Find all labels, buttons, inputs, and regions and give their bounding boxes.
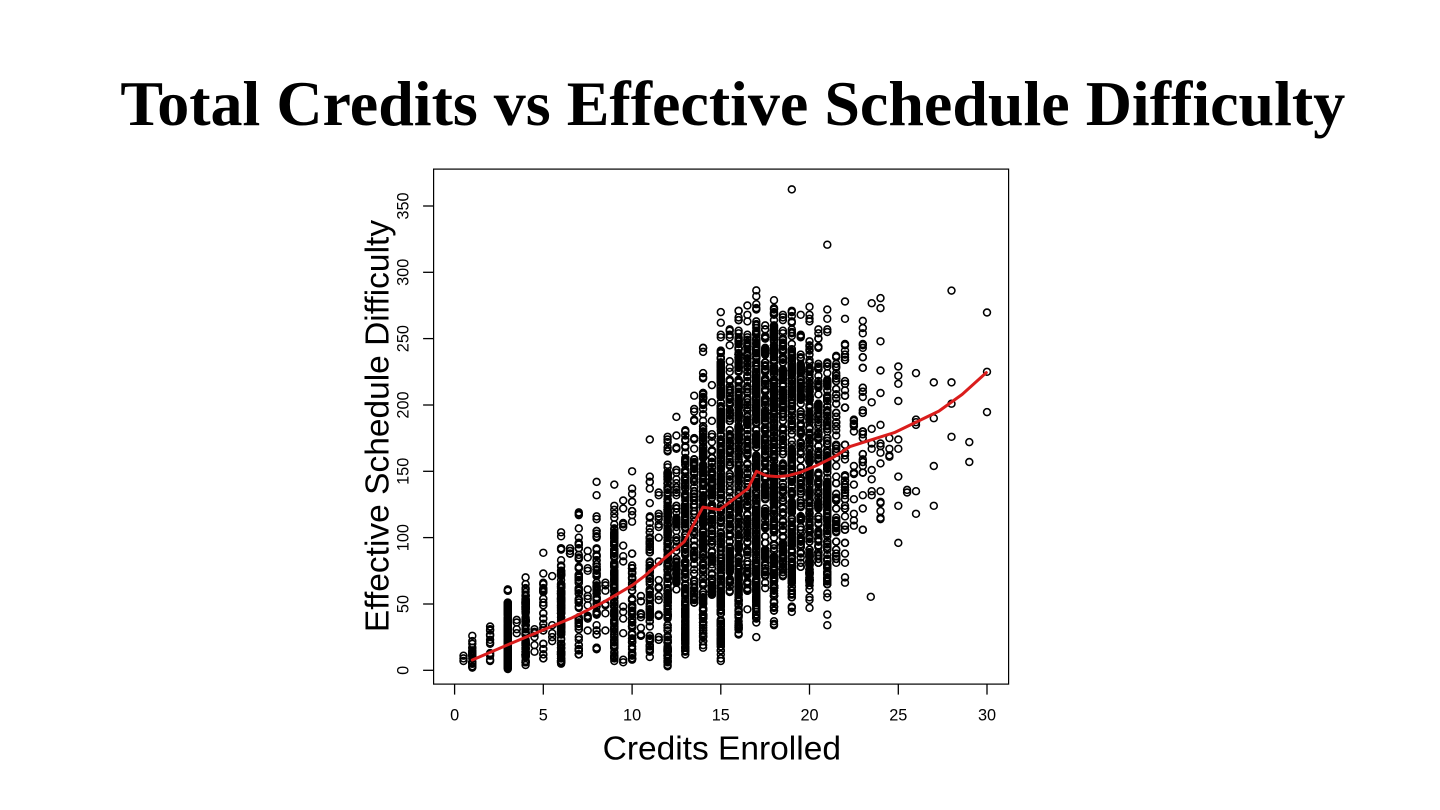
svg-text:20: 20 bbox=[800, 707, 818, 725]
svg-text:15: 15 bbox=[712, 707, 730, 725]
svg-text:300: 300 bbox=[395, 259, 413, 286]
svg-text:100: 100 bbox=[395, 524, 413, 551]
svg-text:50: 50 bbox=[395, 595, 413, 613]
svg-text:350: 350 bbox=[395, 192, 413, 219]
svg-text:10: 10 bbox=[623, 707, 641, 725]
svg-text:0: 0 bbox=[450, 707, 459, 725]
svg-text:25: 25 bbox=[889, 707, 907, 725]
svg-text:200: 200 bbox=[395, 391, 413, 418]
svg-text:Total Credits vs Effective Sch: Total Credits vs Effective Schedule Diff… bbox=[120, 68, 1345, 139]
svg-text:0: 0 bbox=[395, 666, 413, 675]
svg-text:5: 5 bbox=[539, 707, 548, 725]
svg-text:Credits Enrolled: Credits Enrolled bbox=[603, 731, 841, 768]
svg-text:150: 150 bbox=[395, 458, 413, 485]
svg-text:30: 30 bbox=[978, 707, 996, 725]
svg-text:250: 250 bbox=[395, 325, 413, 352]
svg-text:Effective Schedule Difficulty: Effective Schedule Difficulty bbox=[360, 220, 397, 632]
